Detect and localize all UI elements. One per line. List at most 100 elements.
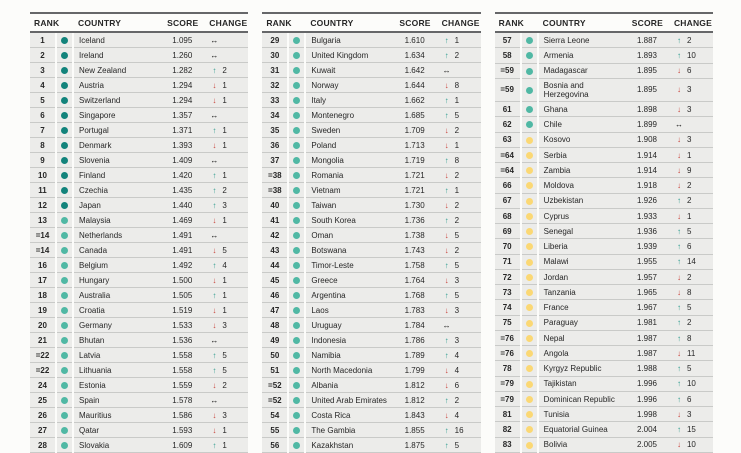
score-cell: 1.642 bbox=[392, 62, 435, 78]
tier-dot-cell bbox=[288, 272, 307, 288]
table-row: 54 Costa Rica 1.843 ↓ 4 bbox=[262, 407, 481, 423]
country-cell: Laos bbox=[305, 302, 393, 318]
change-delta: 10 bbox=[686, 440, 696, 450]
change-column-header: CHANGE bbox=[202, 12, 249, 33]
tier-dot-icon bbox=[61, 96, 68, 104]
rank-cell: 45 bbox=[262, 272, 290, 288]
rank-cell: =76 bbox=[494, 345, 522, 362]
table-row: 17 Hungary 1.500 ↓ 1 bbox=[30, 272, 249, 288]
change-arrow-icon: ↓ bbox=[212, 80, 217, 90]
country-cell: Canada bbox=[73, 242, 161, 258]
tier-dot-icon bbox=[61, 321, 68, 329]
change-delta: 5 bbox=[222, 245, 227, 255]
tier-dot-cell bbox=[520, 32, 539, 49]
change-arrow-icon: ↑ bbox=[444, 95, 449, 105]
change-cell: ↓ 1 bbox=[434, 137, 481, 153]
change-delta: 5 bbox=[222, 365, 227, 375]
tier-dot-cell bbox=[56, 167, 75, 183]
score-cell: 1.786 bbox=[392, 332, 435, 348]
tier-dot-cell bbox=[520, 78, 539, 103]
tier-dot-icon bbox=[525, 212, 533, 220]
change-arrow-icon: ↑ bbox=[444, 395, 449, 405]
change-arrow-icon: ↑ bbox=[444, 350, 449, 360]
rank-cell: =64 bbox=[494, 162, 522, 179]
tier-dot-cell bbox=[288, 137, 307, 153]
tier-dot-icon bbox=[61, 111, 68, 119]
rank-cell: 72 bbox=[494, 269, 522, 286]
country-cell: Romania bbox=[305, 167, 393, 183]
country-cell: Kuwait bbox=[305, 62, 393, 78]
change-cell: ↓ 4 bbox=[434, 362, 481, 378]
ranking-table-1: RANK COUNTRY SCORE CHANGE 1 Iceland 1.09… bbox=[30, 12, 249, 453]
rank-cell: 51 bbox=[262, 362, 290, 378]
rank-cell: 5 bbox=[30, 92, 57, 108]
change-delta: 1 bbox=[222, 140, 227, 150]
tier-dot-cell bbox=[288, 377, 307, 393]
change-cell: ↓ 1 bbox=[202, 272, 249, 288]
table-row: 36 Poland 1.713 ↓ 1 bbox=[262, 137, 481, 153]
change-arrow-icon: ↑ bbox=[444, 50, 449, 60]
score-cell: 1.644 bbox=[392, 77, 435, 93]
rank-cell: 7 bbox=[30, 122, 57, 138]
change-arrow-icon: ↓ bbox=[212, 95, 217, 105]
score-cell: 1.895 bbox=[624, 78, 667, 103]
table-row: 27 Qatar 1.593 ↓ 1 bbox=[30, 422, 249, 438]
change-arrow-icon: ↑ bbox=[676, 35, 681, 45]
tier-dot-cell bbox=[56, 137, 75, 153]
tier-dot-cell bbox=[520, 330, 539, 347]
change-arrow-icon: ↑ bbox=[444, 440, 449, 450]
tier-dot-icon bbox=[525, 350, 533, 358]
change-cell: ↑ 2 bbox=[666, 193, 713, 209]
tier-dot-cell bbox=[288, 62, 307, 78]
score-cell: 1.586 bbox=[160, 407, 203, 423]
country-cell: Albania bbox=[305, 377, 393, 393]
rank-cell: 66 bbox=[494, 177, 522, 194]
change-cell: ↑ 5 bbox=[434, 257, 481, 273]
change-cell: ↑ 5 bbox=[202, 362, 249, 378]
change-delta: 2 bbox=[454, 170, 460, 180]
country-cell: Ireland bbox=[73, 47, 161, 63]
table-row: 67 Uzbekistan 1.926 ↑ 2 bbox=[494, 193, 713, 209]
tier-dot-icon bbox=[293, 261, 301, 269]
tier-dot-cell bbox=[56, 122, 75, 138]
score-cell: 1.758 bbox=[392, 257, 435, 273]
table-row: =64 Serbia 1.914 ↓ 1 bbox=[494, 147, 713, 164]
country-cell: Madagascar bbox=[537, 63, 625, 79]
country-cell: Tunisia bbox=[537, 406, 625, 423]
tier-dot-icon bbox=[293, 291, 301, 299]
score-cell: 1.926 bbox=[624, 193, 667, 209]
tier-dot-cell bbox=[56, 227, 75, 243]
change-delta: 5 bbox=[686, 364, 692, 373]
table-row: 81 Tunisia 1.998 ↓ 3 bbox=[494, 406, 713, 423]
tier-dot-icon bbox=[61, 51, 68, 59]
tier-dot-icon bbox=[293, 321, 301, 329]
tier-dot-cell bbox=[56, 47, 75, 63]
change-arrow-icon: ↔ bbox=[442, 65, 451, 75]
change-delta: 8 bbox=[454, 155, 460, 165]
rank-cell: 28 bbox=[30, 437, 57, 453]
tier-dot-icon bbox=[61, 381, 68, 389]
change-arrow-icon: ↑ bbox=[212, 65, 217, 75]
rank-cell: =59 bbox=[494, 63, 522, 79]
table-row: =22 Latvia 1.558 ↑ 5 bbox=[30, 347, 249, 363]
rank-cell: 47 bbox=[262, 302, 290, 318]
change-delta: 2 bbox=[222, 185, 227, 195]
country-cell: Malawi bbox=[537, 254, 625, 270]
change-delta: 9 bbox=[686, 165, 692, 175]
rank-cell: =22 bbox=[30, 362, 57, 378]
change-cell: ↑ 8 bbox=[666, 330, 713, 347]
score-cell: 1.981 bbox=[624, 315, 667, 331]
change-delta: 3 bbox=[686, 135, 692, 145]
score-cell: 1.743 bbox=[392, 242, 435, 258]
tier-dot-cell bbox=[56, 182, 75, 198]
change-delta: 14 bbox=[686, 257, 696, 267]
rank-cell: 58 bbox=[494, 47, 522, 64]
tier-dot-icon bbox=[61, 291, 68, 299]
country-cell: Slovakia bbox=[73, 437, 161, 453]
change-arrow-icon: ↑ bbox=[212, 350, 217, 360]
change-arrow-icon: ↓ bbox=[444, 245, 449, 255]
tier-dot-icon bbox=[61, 171, 68, 179]
table-row: 72 Jordan 1.957 ↓ 2 bbox=[494, 269, 713, 286]
tier-dot-cell bbox=[288, 32, 307, 48]
country-cell: Timor-Leste bbox=[305, 257, 393, 273]
